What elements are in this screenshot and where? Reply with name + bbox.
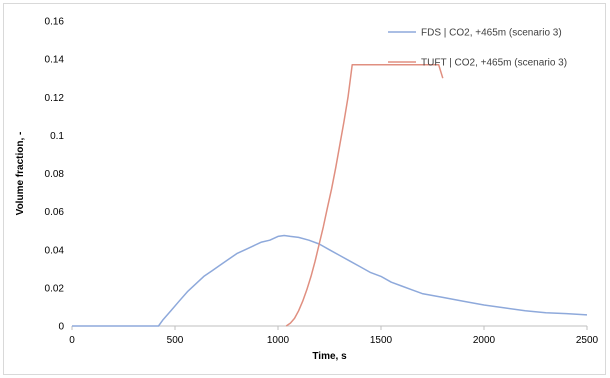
legend-label-tuft: TUFT | CO2, +465m (scenario 3) xyxy=(421,58,567,69)
y-tick-label: 0.14 xyxy=(45,55,65,66)
y-tick-label: 0.08 xyxy=(45,169,65,180)
chart-frame xyxy=(3,3,606,375)
series-line-fds xyxy=(72,234,588,327)
y-tick-label: 0.02 xyxy=(45,283,65,294)
x-tick-label: 1500 xyxy=(370,335,393,346)
legend-item-fds: FDS | CO2, +465m (scenario 3) xyxy=(388,28,562,39)
y-axis-title: Volume fraction, - xyxy=(15,132,26,216)
x-axis-title: Time, s xyxy=(312,351,347,362)
legend-item-tuft: TUFT | CO2, +465m (scenario 3) xyxy=(388,58,567,69)
y-tick-label: 0.16 xyxy=(45,17,65,28)
x-tick-label: 2000 xyxy=(473,335,496,346)
series-line-tuft xyxy=(285,64,444,327)
y-tick-label: 0.06 xyxy=(45,207,65,218)
x-tick-labels: 0 500 1000 1500 2000 2500 xyxy=(69,335,598,346)
x-tick-label: 2500 xyxy=(576,335,599,346)
legend: FDS | CO2, +465m (scenario 3) TUFT | CO2… xyxy=(388,28,567,69)
y-tick-label: 0 xyxy=(58,322,64,333)
x-tick-label: 1000 xyxy=(267,335,290,346)
series-layer xyxy=(72,64,588,327)
legend-label-fds: FDS | CO2, +465m (scenario 3) xyxy=(421,28,562,39)
y-tick-label: 0.1 xyxy=(50,131,64,142)
y-tick-label: 0.04 xyxy=(45,245,65,256)
y-tick-label: 0.12 xyxy=(45,93,65,104)
x-tick-label: 500 xyxy=(167,335,184,346)
x-tick-label: 0 xyxy=(69,335,75,346)
y-tick-labels: 0 0.02 0.04 0.06 0.08 0.1 0.12 0.14 0.16 xyxy=(45,17,65,333)
